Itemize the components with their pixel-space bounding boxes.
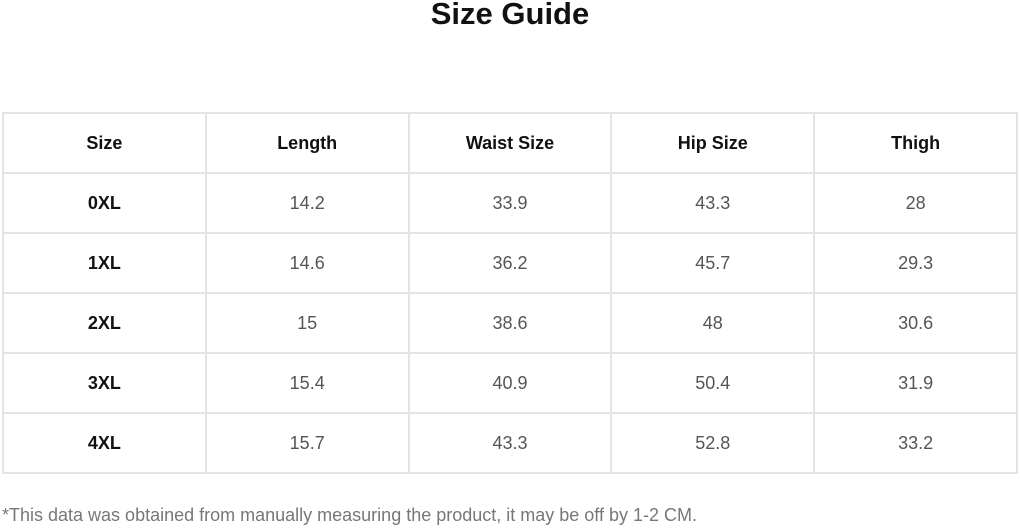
table-cell: 43.3 bbox=[407, 412, 613, 474]
table-cell: 33.2 bbox=[813, 412, 1018, 474]
table-cell: 31.9 bbox=[813, 352, 1018, 414]
table-cell: 50.4 bbox=[610, 352, 816, 414]
size-table: Size Length Waist Size Hip Size Thigh 0XL 14.… bbox=[2, 112, 1018, 474]
size-cell: 3XL bbox=[2, 352, 207, 414]
header-row: Size Length Waist Size Hip Size Thigh bbox=[2, 112, 1018, 174]
table-cell: 38.6 bbox=[407, 292, 613, 354]
table-cell: 29.3 bbox=[813, 232, 1018, 294]
column-header: Waist Size bbox=[407, 112, 613, 174]
table-cell: 52.8 bbox=[610, 412, 816, 474]
table-cell: 15.7 bbox=[204, 412, 410, 474]
column-header: Size bbox=[2, 112, 207, 174]
page-title: Size Guide bbox=[430, 0, 590, 31]
table-cell: 36.2 bbox=[407, 232, 613, 294]
table-cell: 28 bbox=[813, 172, 1018, 234]
table-row: 2XL 15 38.6 48 30.6 bbox=[2, 292, 1018, 354]
size-cell: 1XL bbox=[2, 232, 207, 294]
size-cell: 4XL bbox=[2, 412, 207, 474]
table-cell: 14.2 bbox=[204, 172, 410, 234]
table-cell: 33.9 bbox=[407, 172, 613, 234]
table-cell: 48 bbox=[610, 292, 816, 354]
size-cell: 0XL bbox=[2, 172, 207, 234]
table-cell: 14.6 bbox=[204, 232, 410, 294]
measurement-note: *This data was obtained from manually me… bbox=[2, 505, 698, 525]
table-cell: 15.4 bbox=[204, 352, 410, 414]
table-cell: 43.3 bbox=[610, 172, 816, 234]
table-cell: 15 bbox=[204, 292, 410, 354]
size-cell: 2XL bbox=[2, 292, 207, 354]
table-row: 1XL 14.6 36.2 45.7 29.3 bbox=[2, 232, 1018, 294]
table-row: 3XL 15.4 40.9 50.4 31.9 bbox=[2, 352, 1018, 414]
column-header: Thigh bbox=[813, 112, 1018, 174]
table-cell: 30.6 bbox=[813, 292, 1018, 354]
column-header: Length bbox=[204, 112, 410, 174]
table-row: 0XL 14.2 33.9 43.3 28 bbox=[2, 172, 1018, 234]
table-cell: 40.9 bbox=[407, 352, 613, 414]
table-row: 4XL 15.7 43.3 52.8 33.2 bbox=[2, 412, 1018, 474]
column-header: Hip Size bbox=[610, 112, 816, 174]
table-cell: 45.7 bbox=[610, 232, 816, 294]
